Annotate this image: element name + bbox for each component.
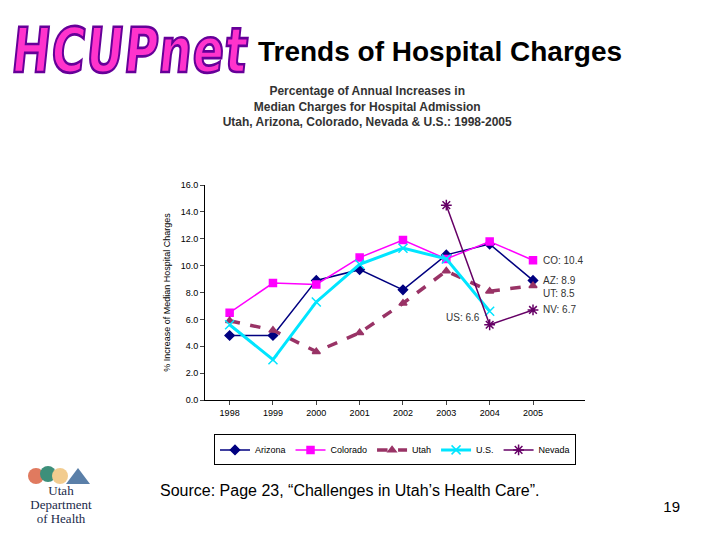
svg-text:0.0: 0.0 (186, 395, 199, 405)
svg-text:4.0: 4.0 (186, 341, 199, 351)
svg-text:8.0: 8.0 (186, 288, 199, 298)
svg-text:CO: 10.4: CO: 10.4 (543, 255, 583, 266)
html-text:of Health: of Health (36, 511, 86, 526)
svg-text:2002: 2002 (393, 408, 413, 418)
svg-text:2.0: 2.0 (186, 368, 199, 378)
svg-text:AZ: 8.9: AZ: 8.9 (543, 275, 576, 286)
svg-text:U.S.: U.S. (476, 445, 494, 455)
html-text:19: 19 (663, 498, 680, 515)
svg-text:Percentage of Annual Increases: Percentage of Annual Increases inMedian … (223, 84, 512, 129)
svg-text:16.0: 16.0 (181, 180, 199, 190)
svg-text:Utah: Utah (412, 445, 431, 455)
svg-text:2004: 2004 (480, 408, 500, 418)
svg-text:% Increase of Median Hospital: % Increase of Median Hospital Charges (162, 213, 172, 372)
svg-text:Nevada: Nevada (539, 445, 570, 455)
svg-text:12.0: 12.0 (181, 234, 199, 244)
svg-text:UT: 8.5: UT: 8.5 (543, 288, 575, 299)
html-text:Utah: Utah (48, 483, 74, 498)
svg-text:10.0: 10.0 (181, 261, 199, 271)
svg-text:NV: 6.7: NV: 6.7 (543, 304, 576, 315)
svg-text:1998: 1998 (220, 408, 240, 418)
svg-text:Colorado: Colorado (331, 445, 368, 455)
svg-text:14.0: 14.0 (181, 207, 199, 217)
svg-text:2001: 2001 (350, 408, 370, 418)
svg-text:Arizona: Arizona (255, 445, 286, 455)
svg-text:US: 6.6: US: 6.6 (446, 312, 480, 323)
svg-text:1999: 1999 (263, 408, 283, 418)
svg-text:6.0: 6.0 (186, 315, 199, 325)
html-text:Department: Department (30, 497, 92, 512)
svg-text:2003: 2003 (436, 408, 456, 418)
html-text:Trends of Hospital Charges: Trends of Hospital Charges (258, 36, 622, 67)
svg-text:2000: 2000 (306, 408, 326, 418)
html-text:HCUPnet: HCUPnet (8, 14, 253, 87)
html-text:Source: Page 23, “Challenges i: Source: Page 23, “Challenges in Utah’s H… (160, 482, 540, 499)
svg-text:2005: 2005 (523, 408, 543, 418)
